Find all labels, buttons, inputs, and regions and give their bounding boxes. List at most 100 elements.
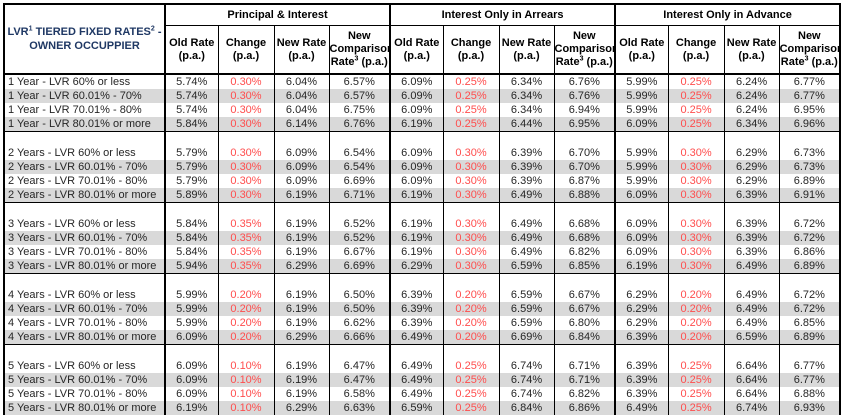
comparison-footnote-3: 3 xyxy=(354,55,359,63)
spacer-cell xyxy=(217,131,274,146)
rate-cell: 6.68% xyxy=(553,231,616,245)
change-cell: 0.20% xyxy=(217,316,274,330)
change-cell: 0.30% xyxy=(217,188,274,203)
rate-cell: 6.09% xyxy=(614,217,669,231)
spacer-row xyxy=(4,131,841,146)
rate-cell: 5.79% xyxy=(164,146,218,160)
col-header-comparison: New Comparison Rate3 (p.a.) xyxy=(553,25,616,75)
change-cell: 0.25% xyxy=(442,117,500,132)
rate-cell: 6.19% xyxy=(389,231,444,245)
rate-cell: 6.19% xyxy=(389,217,444,231)
row-label: 3 Years - LVR 70.01% - 80% xyxy=(8,246,148,258)
rate-cell: 6.72% xyxy=(778,217,841,231)
col-header-line: (p.a.) xyxy=(738,49,765,62)
rate-cell: 6.49% xyxy=(723,316,780,330)
rate-cell: 6.09% xyxy=(389,103,444,117)
rate-cell: 6.39% xyxy=(614,387,669,401)
table-header: LVR1 TIERED FIXED RATES2 - OWNER OCCUPPIE… xyxy=(4,4,841,75)
col-header-line: New Rate xyxy=(501,36,552,49)
row-label: 3 Years - LVR 60.01% - 70% xyxy=(4,231,165,245)
change-cell: 0.25% xyxy=(442,359,500,373)
rate-cell: 5.99% xyxy=(614,146,669,160)
rate-cell: 6.19% xyxy=(273,245,329,259)
rate-cell: 6.76% xyxy=(328,117,391,132)
rate-cell: 6.59% xyxy=(498,259,555,274)
rate-cell: 6.09% xyxy=(164,330,218,345)
change-cell: 0.30% xyxy=(217,74,274,89)
rate-cell: 5.74% xyxy=(164,89,218,103)
rate-cell: 6.39% xyxy=(723,245,780,259)
rate-cell: 6.49% xyxy=(498,188,555,203)
rate-cell: 6.67% xyxy=(553,288,616,302)
col-header-line: (p.a.) xyxy=(288,49,315,62)
rate-cell: 6.70% xyxy=(553,146,616,160)
rate-cell: 6.73% xyxy=(778,146,841,160)
rate-cell: 6.72% xyxy=(778,231,841,245)
row-label: 1 Year - LVR 70.01% - 80% xyxy=(8,104,142,116)
rate-cell: 6.88% xyxy=(553,188,616,203)
change-cell: 0.10% xyxy=(217,373,274,387)
rate-cell: 6.39% xyxy=(614,359,669,373)
spacer-cell xyxy=(778,202,841,217)
rate-cell: 6.34% xyxy=(498,89,555,103)
table-row: 5 Years - LVR 80.01% or more 6.19% 0.10% 6.… xyxy=(4,401,841,415)
rate-cell: 6.09% xyxy=(614,245,669,259)
row-label: 4 Years - LVR 70.01% - 80% xyxy=(8,317,148,329)
row-label: 2 Years - LVR 60% or less xyxy=(8,147,136,159)
change-cell: 0.25% xyxy=(667,359,725,373)
rate-cell: 6.94% xyxy=(553,103,616,117)
group-title-interest-only-arrears: Interest Only in Arrears xyxy=(389,4,616,26)
change-cell: 0.20% xyxy=(442,330,500,345)
rate-cell: 6.19% xyxy=(273,302,329,316)
rate-cell: 6.09% xyxy=(389,146,444,160)
col-header-line: (p.a.) xyxy=(628,49,655,62)
title-footnote-2: 2 xyxy=(150,25,155,33)
comparison-footnote-3: 3 xyxy=(579,55,584,63)
row-label: 1 Year - LVR 60.01% - 70% xyxy=(4,89,165,103)
rate-cell: 5.99% xyxy=(614,74,669,89)
spacer-cell xyxy=(498,344,555,359)
col-header-line: New Rate xyxy=(276,36,327,49)
rate-cell: 6.58% xyxy=(328,387,391,401)
rate-cell: 6.86% xyxy=(553,401,616,415)
rate-cell: 6.39% xyxy=(498,146,555,160)
col-header-new-rate: New Rate (p.a.) xyxy=(498,25,555,75)
title-footnote-1: 1 xyxy=(28,25,33,33)
table-row: 5 Years - LVR 60% or less 6.09% 0.10% 6.19%… xyxy=(4,359,841,373)
group-header-row: LVR1 TIERED FIXED RATES2 - OWNER OCCUPPIE… xyxy=(4,4,841,75)
row-label: 3 Years - LVR 80.01% or more xyxy=(4,259,165,274)
col-header-line: (p.a.) xyxy=(513,49,540,62)
rate-cell: 6.50% xyxy=(328,302,391,316)
rate-cell: 6.74% xyxy=(498,359,555,373)
rate-cell: 6.88% xyxy=(778,387,841,401)
spacer-cell xyxy=(614,273,669,288)
rate-cell: 6.50% xyxy=(328,288,391,302)
spacer-cell xyxy=(778,273,841,288)
rate-cell: 6.49% xyxy=(498,217,555,231)
table-row: 3 Years - LVR 70.01% - 80% 5.84% 0.35% 6.19… xyxy=(4,245,841,259)
rate-cell: 6.59% xyxy=(498,288,555,302)
change-cell: 0.25% xyxy=(667,401,725,415)
col-header-text: (p.a.) xyxy=(358,56,388,68)
spacer-cell xyxy=(273,344,329,359)
col-header-line: (p.a.) xyxy=(403,49,430,62)
rate-cell: 6.49% xyxy=(389,387,444,401)
rate-cell: 6.19% xyxy=(273,231,329,245)
rate-cell: 6.49% xyxy=(389,359,444,373)
spacer-cell xyxy=(498,273,555,288)
spacer-cell xyxy=(723,344,780,359)
rate-cell: 6.74% xyxy=(723,401,780,415)
title-text: TIERED FIXED RATES xyxy=(32,26,151,38)
spacer-cell xyxy=(328,344,391,359)
rate-cell: 6.29% xyxy=(723,174,780,188)
rate-cell: 6.29% xyxy=(723,160,780,174)
rate-cell: 6.52% xyxy=(328,231,391,245)
rate-cell: 6.71% xyxy=(553,373,616,387)
rate-cell: 6.62% xyxy=(328,316,391,330)
rate-cell: 6.29% xyxy=(273,401,329,415)
change-cell: 0.30% xyxy=(667,245,725,259)
rate-cell: 6.49% xyxy=(498,231,555,245)
spacer-cell xyxy=(778,131,841,146)
rate-cell: 6.19% xyxy=(389,117,444,132)
rate-cell: 6.72% xyxy=(778,288,841,302)
